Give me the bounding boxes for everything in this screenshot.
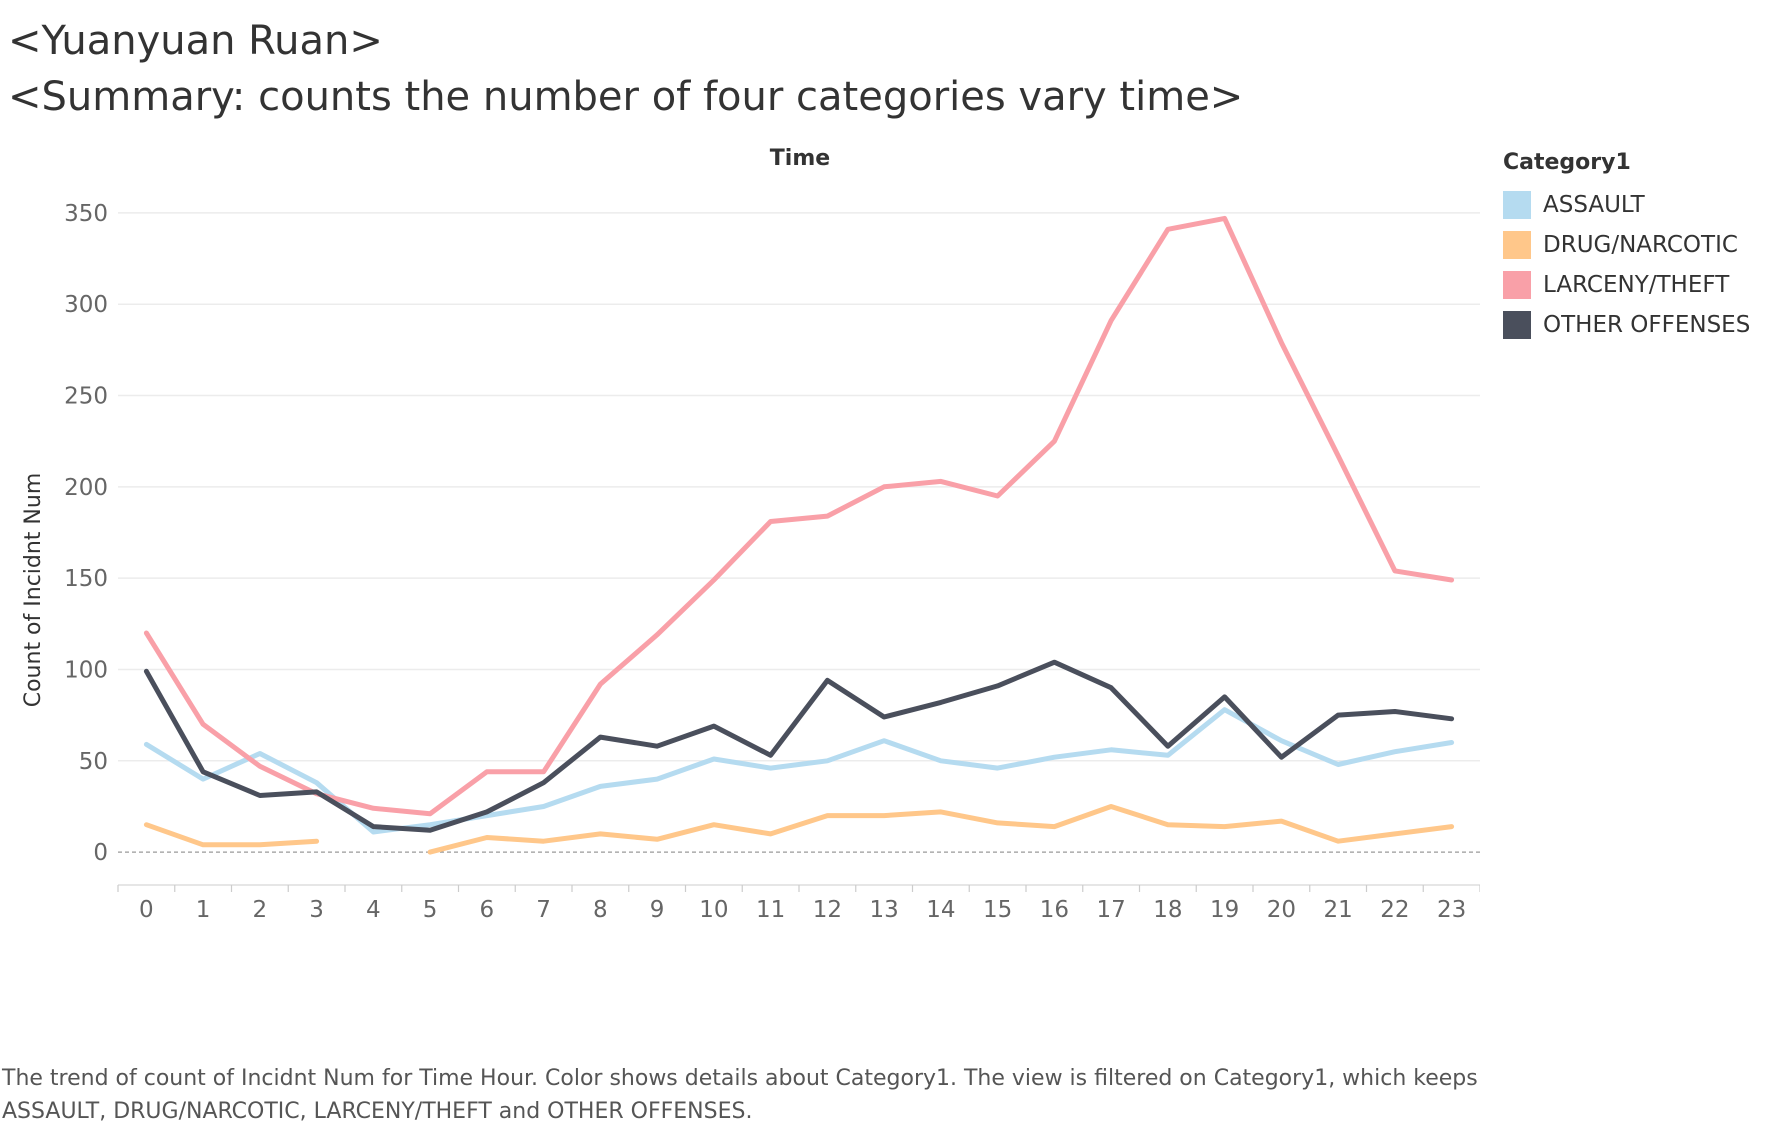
y-tick-label: 150: [64, 566, 108, 592]
x-tick-label: 9: [650, 897, 665, 923]
y-tick-label: 200: [64, 475, 108, 501]
x-tick-label: 16: [1040, 897, 1069, 923]
x-tick-label: 1: [196, 897, 211, 923]
series-line[interactable]: [143, 659, 1455, 833]
legend-label: ASSAULT: [1543, 192, 1645, 218]
chart-caption: The trend of count of Incidnt Num for Ti…: [2, 1066, 1478, 1124]
x-tick-label: 23: [1437, 897, 1466, 923]
legend-item-drug-narcotic[interactable]: DRUG/NARCOTIC: [1503, 225, 1750, 265]
x-tick-label: 10: [699, 897, 728, 923]
y-tick-label: 50: [79, 749, 108, 775]
x-tick-label: 7: [536, 897, 551, 923]
x-tick-label: 17: [1096, 897, 1125, 923]
series-other-offenses: [143, 659, 1455, 833]
y-axis-title: Count of Incidnt Num: [21, 473, 46, 708]
legend-swatch: [1503, 191, 1531, 219]
legend-swatch: [1503, 231, 1531, 259]
series-lines: [143, 215, 1455, 855]
x-tick-label: 5: [423, 897, 438, 923]
y-tick-label: 350: [64, 201, 108, 227]
legend-item-assault[interactable]: ASSAULT: [1503, 185, 1750, 225]
x-tick-label: 6: [480, 897, 495, 923]
legend-title: Category1: [1503, 150, 1631, 175]
legend-item-larceny-theft[interactable]: LARCENY/THEFT: [1503, 265, 1750, 305]
x-tick-label: 15: [983, 897, 1012, 923]
series-line[interactable]: [143, 822, 320, 848]
chart-container: 0 50 100 150 200 250 300 350 0 1 2 3 4 5 6 7 8 9 10 11 12 13 1…: [0, 140, 1772, 1030]
x-tick-label: 0: [139, 897, 154, 923]
x-tick-label: 11: [756, 897, 785, 923]
y-tick-label: 300: [64, 292, 108, 318]
series-larceny-theft: [143, 215, 1455, 817]
y-tick-label: 0: [93, 840, 108, 866]
x-tick-label: 21: [1323, 897, 1352, 923]
x-tick-label: 13: [869, 897, 898, 923]
x-tick-label: 12: [813, 897, 842, 923]
x-axis-title: Time: [770, 146, 830, 171]
x-tick-label: 19: [1210, 897, 1239, 923]
legend-label: OTHER OFFENSES: [1543, 312, 1751, 338]
series-line[interactable]: [427, 804, 1455, 855]
x-tick-label: 20: [1267, 897, 1296, 923]
x-tick-label: 14: [926, 897, 955, 923]
legend-item-other-offenses[interactable]: OTHER OFFENSES: [1503, 305, 1750, 345]
x-tick-label: 2: [253, 897, 268, 923]
x-tick-label: 18: [1153, 897, 1182, 923]
legend-swatch: [1503, 311, 1531, 339]
legend-swatch: [1503, 271, 1531, 299]
series-line[interactable]: [143, 707, 1455, 835]
y-tick-label: 250: [64, 384, 108, 410]
legend-label: DRUG/NARCOTIC: [1543, 232, 1738, 258]
x-tick-label: 22: [1380, 897, 1409, 923]
series-line[interactable]: [143, 215, 1455, 817]
x-tick-label: 3: [309, 897, 324, 923]
series-assault: [143, 707, 1455, 835]
x-tick-label: 8: [593, 897, 608, 923]
legend: Category1 ASSAULT DRUG/NARCOTIC LARCENY/…: [1503, 150, 1750, 345]
page-title: <Yuanyuan Ruan>: [8, 18, 383, 64]
page-subtitle: <Summary: counts the number of four cate…: [8, 74, 1244, 120]
y-tick-label: 100: [64, 657, 108, 683]
legend-label: LARCENY/THEFT: [1543, 272, 1730, 298]
gridlines: [118, 212, 1480, 853]
x-tick-label: 4: [366, 897, 381, 923]
series-drug-narcotic: [143, 804, 1455, 855]
